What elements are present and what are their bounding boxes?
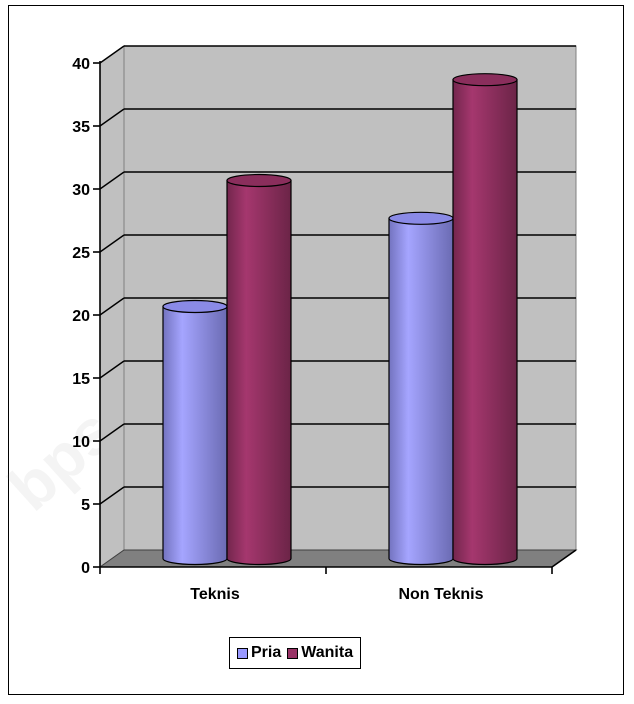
gridline-side	[99, 234, 125, 253]
y-tick-label: 25	[72, 245, 90, 262]
legend-label-pria: Pria	[251, 644, 282, 661]
x-axis-category-labels: Teknis Non Teknis	[190, 586, 483, 603]
gridline-side	[99, 171, 125, 190]
gridline-side	[99, 423, 125, 442]
bar-wanita-teknis	[226, 179, 292, 566]
y-tick-label: 15	[72, 371, 90, 388]
y-tick-label: 10	[72, 434, 90, 451]
legend-label-wanita: Wanita	[301, 644, 354, 661]
y-axis-tick-labels: 0 5 10 15 20 25 30 35 40	[72, 56, 90, 577]
legend-item-wanita: Wanita	[287, 644, 353, 662]
bar-top-pria-teknis	[162, 299, 228, 314]
gridline-side	[99, 45, 125, 64]
gridline-side	[99, 297, 125, 316]
bars	[162, 73, 518, 566]
legend: Pria Wanita	[229, 637, 362, 669]
y-tick-label: 30	[72, 182, 90, 199]
x-tick-label: Non Teknis	[398, 586, 483, 603]
floor-edge	[551, 549, 577, 568]
y-tick-label: 0	[81, 560, 90, 577]
y-tick-label: 35	[72, 119, 90, 136]
x-tick-label: Teknis	[190, 586, 240, 603]
bar-pria-teknis	[162, 305, 228, 566]
bar-top-wanita-teknis	[226, 173, 292, 188]
axes	[93, 61, 577, 574]
bar-wanita-non-teknis	[452, 79, 518, 566]
bar-pria-non-teknis	[388, 217, 454, 566]
gridline-side	[99, 486, 125, 505]
y-tick-label: 40	[72, 56, 90, 73]
y-tick-label: 5	[81, 497, 90, 514]
gridline-side	[99, 360, 125, 379]
legend-swatch-wanita	[287, 647, 299, 659]
y-tick-label: 20	[72, 308, 90, 325]
bar-top-wanita-non-teknis	[452, 73, 518, 87]
gridline-side	[99, 108, 125, 127]
bar-top-pria-non-teknis	[388, 211, 454, 225]
legend-item-pria: Pria	[237, 644, 281, 662]
legend-swatch-pria	[237, 647, 248, 659]
